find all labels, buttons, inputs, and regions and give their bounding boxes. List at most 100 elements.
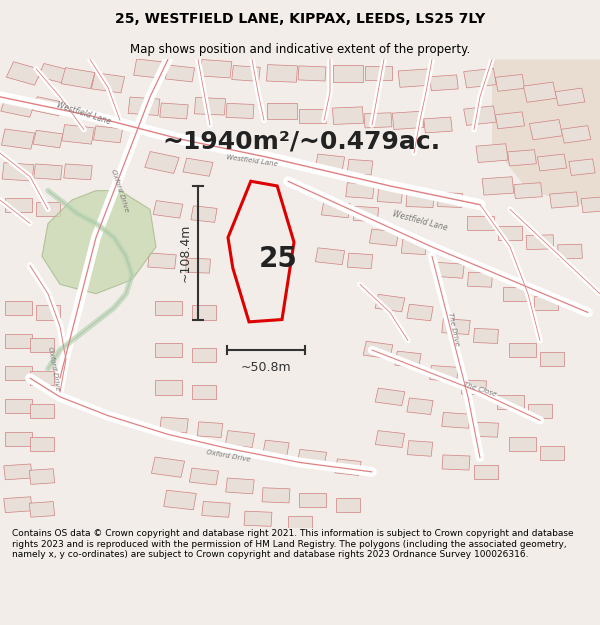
Bar — [442, 319, 470, 334]
Bar — [528, 404, 552, 418]
Text: Oxford Drive: Oxford Drive — [110, 169, 130, 212]
Text: The Close: The Close — [463, 382, 497, 398]
Bar — [336, 498, 360, 512]
Bar — [2, 162, 34, 181]
Bar — [496, 112, 524, 129]
Bar — [194, 98, 226, 115]
Bar — [244, 511, 272, 526]
Bar — [226, 103, 254, 119]
Text: Oxford Drive: Oxford Drive — [206, 449, 250, 462]
Text: ~50.8m: ~50.8m — [241, 361, 291, 374]
Bar — [353, 206, 379, 222]
Bar — [392, 111, 424, 129]
Bar — [155, 381, 182, 394]
Bar — [526, 235, 554, 249]
Bar — [333, 65, 363, 82]
Bar — [288, 516, 312, 531]
Bar — [197, 422, 223, 437]
Bar — [36, 306, 60, 319]
Bar — [514, 182, 542, 199]
Text: Westfield Lane: Westfield Lane — [391, 209, 449, 232]
Bar — [375, 294, 405, 312]
Bar — [1, 129, 35, 149]
Bar — [346, 182, 374, 199]
Bar — [151, 457, 185, 478]
Bar — [407, 304, 433, 321]
Bar — [192, 306, 216, 319]
Bar — [200, 59, 232, 78]
Bar — [36, 202, 60, 216]
Bar — [467, 216, 494, 231]
Bar — [164, 490, 196, 510]
Bar — [430, 75, 458, 91]
Bar — [375, 388, 405, 406]
Bar — [155, 343, 182, 357]
Bar — [30, 338, 54, 352]
Bar — [32, 97, 64, 116]
Bar — [540, 446, 564, 460]
Bar — [266, 64, 298, 82]
Bar — [145, 151, 179, 174]
Bar — [496, 74, 524, 91]
Bar — [540, 352, 564, 366]
Bar — [298, 449, 326, 466]
Bar — [464, 68, 496, 88]
Bar — [226, 431, 254, 447]
Bar — [5, 399, 32, 413]
Bar — [561, 126, 591, 143]
Bar — [557, 244, 583, 259]
Bar — [94, 126, 122, 142]
Bar — [503, 287, 530, 301]
Bar — [128, 97, 160, 116]
Bar — [436, 262, 464, 278]
Bar — [166, 65, 194, 82]
Bar — [509, 437, 536, 451]
Bar — [38, 64, 70, 83]
Text: ~108.4m: ~108.4m — [178, 224, 191, 282]
Bar — [581, 197, 600, 212]
Bar — [34, 164, 62, 180]
Bar — [5, 198, 32, 212]
Bar — [332, 107, 364, 124]
Text: Westfield Lane: Westfield Lane — [56, 100, 112, 126]
Bar — [299, 109, 325, 122]
Bar — [4, 464, 32, 480]
Bar — [202, 501, 230, 518]
Bar — [347, 159, 373, 175]
Bar — [155, 301, 182, 315]
Bar — [364, 112, 392, 128]
Bar — [365, 66, 392, 81]
Bar — [190, 468, 218, 485]
Bar — [347, 253, 373, 269]
Bar — [29, 501, 55, 518]
Bar — [262, 488, 290, 503]
Bar — [232, 66, 260, 81]
Bar — [299, 493, 325, 507]
Bar — [30, 437, 54, 451]
Bar — [498, 226, 522, 240]
Text: Oxford Drive: Oxford Drive — [47, 346, 61, 391]
Text: ~1940m²/~0.479ac.: ~1940m²/~0.479ac. — [162, 129, 440, 153]
Bar — [148, 253, 176, 269]
Bar — [5, 366, 32, 381]
Polygon shape — [42, 191, 156, 294]
Bar — [424, 117, 452, 133]
Bar — [497, 394, 523, 409]
Bar — [442, 412, 470, 428]
Text: 25: 25 — [259, 244, 297, 272]
Bar — [482, 177, 514, 195]
Text: Contains OS data © Crown copyright and database right 2021. This information is : Contains OS data © Crown copyright and d… — [12, 529, 574, 559]
Bar — [267, 102, 297, 119]
Bar — [322, 201, 350, 217]
Polygon shape — [492, 59, 600, 209]
Bar — [1, 95, 35, 118]
Bar — [529, 119, 563, 140]
Bar — [192, 348, 216, 362]
Bar — [569, 159, 595, 176]
Bar — [33, 130, 63, 148]
Bar — [30, 404, 54, 418]
Bar — [430, 366, 458, 381]
Bar — [401, 239, 427, 255]
Bar — [4, 497, 32, 512]
Bar — [7, 62, 41, 85]
